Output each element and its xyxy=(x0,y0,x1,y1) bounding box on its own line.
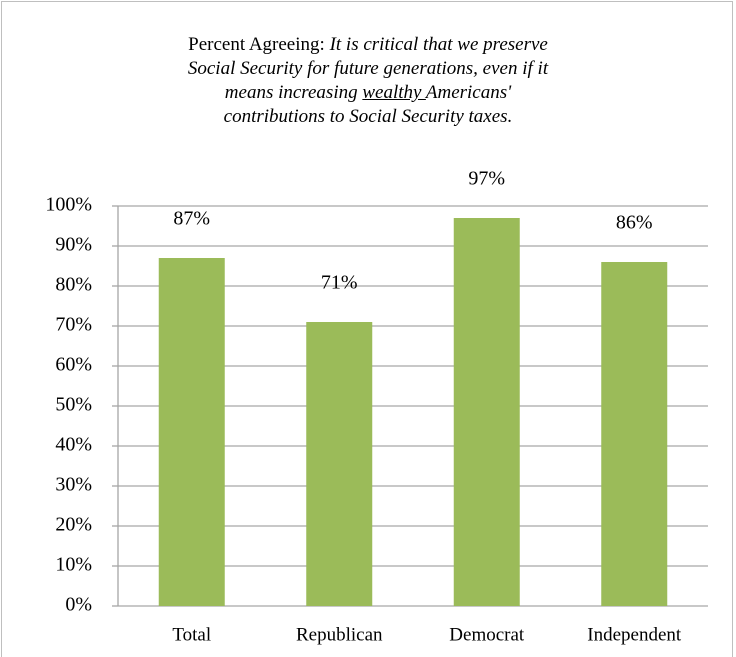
y-tick-label: 0% xyxy=(65,594,92,616)
y-tick-label: 90% xyxy=(55,234,92,256)
y-tick-label: 20% xyxy=(55,514,92,536)
bar xyxy=(158,258,225,606)
y-tick-label: 30% xyxy=(55,474,92,496)
x-tick-label: Republican xyxy=(296,624,383,645)
x-tick-label: Democrat xyxy=(449,624,525,645)
y-tick-label: 80% xyxy=(55,274,92,296)
title-part: Americans' xyxy=(425,82,512,103)
y-tick-label: 100% xyxy=(45,194,92,216)
bar xyxy=(453,218,520,606)
y-tick-label: 70% xyxy=(55,314,92,336)
y-tick-label: 40% xyxy=(55,434,92,456)
title-part: means increasing xyxy=(224,82,363,103)
data-label: 87% xyxy=(173,208,210,230)
title-part: Social Security for future generations, … xyxy=(187,58,549,79)
y-tick-label: 60% xyxy=(55,354,92,376)
title-part: Percent Agreeing: xyxy=(188,34,330,55)
y-tick-label: 50% xyxy=(55,394,92,416)
title-part: It is critical that we preserve xyxy=(329,34,548,55)
bar xyxy=(306,322,373,606)
data-label: 71% xyxy=(321,272,358,294)
title-part: contributions to Social Security taxes. xyxy=(223,106,513,127)
x-tick-label: Independent xyxy=(587,624,682,645)
title-part: wealthy xyxy=(362,82,426,103)
x-tick-label: Total xyxy=(172,624,211,645)
y-tick-label: 10% xyxy=(55,554,92,576)
chart-title: Percent Agreeing: It is critical that we… xyxy=(60,33,676,129)
bar xyxy=(601,262,668,606)
data-label: 86% xyxy=(616,212,653,234)
data-label: 97% xyxy=(468,168,505,190)
